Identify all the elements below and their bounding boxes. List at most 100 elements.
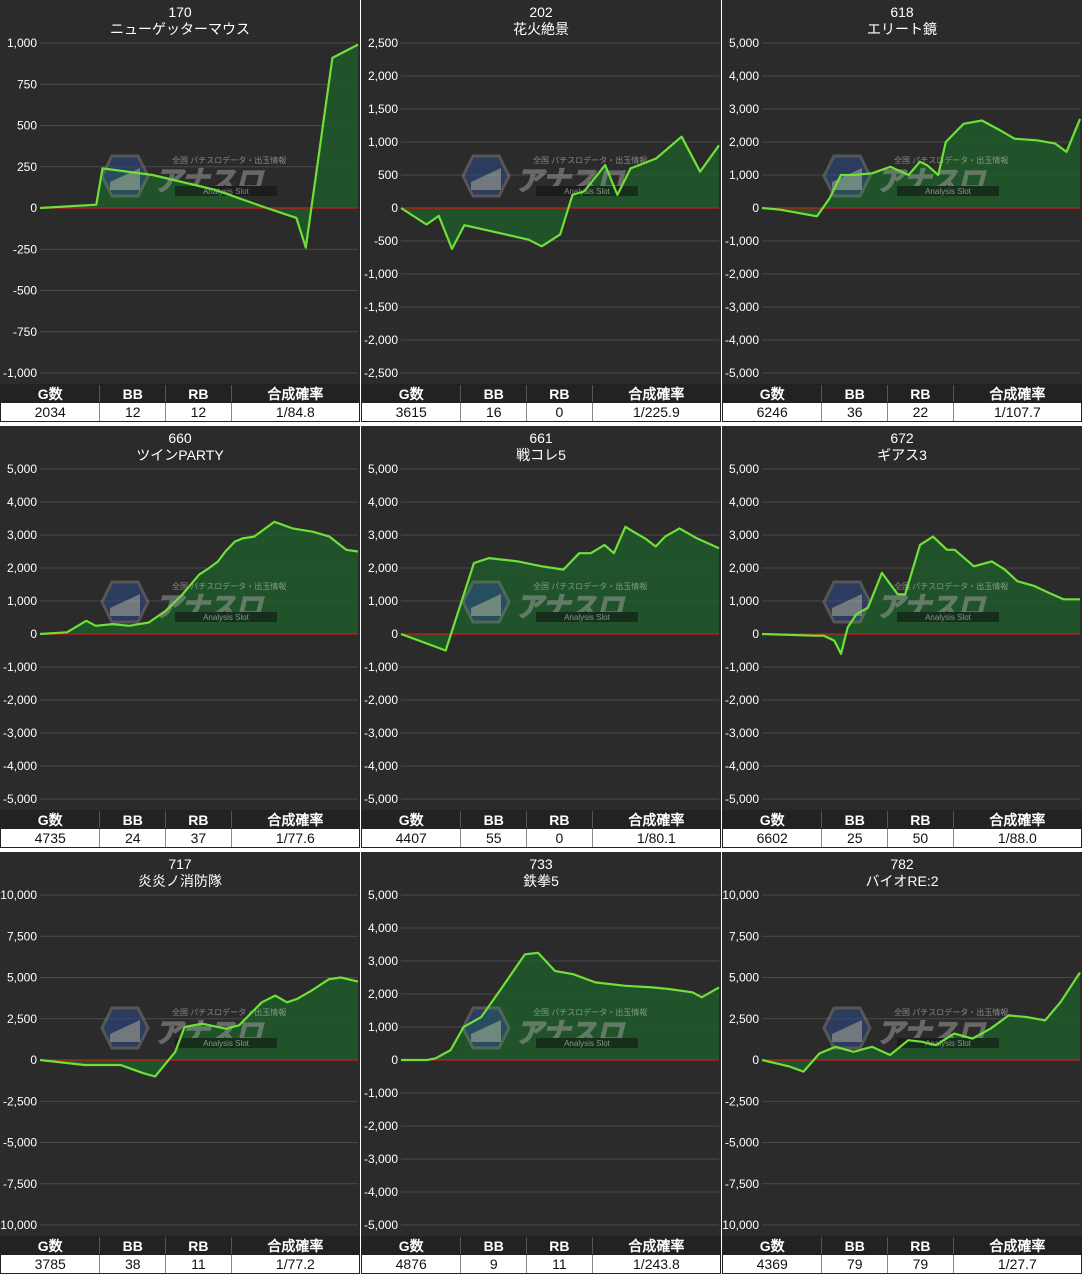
data-point — [814, 635, 816, 637]
header-combined-rate: 合成確率 — [628, 1237, 685, 1254]
value-rb: 0 — [527, 403, 593, 421]
y-tick-label: 1,000 — [729, 594, 759, 608]
machine-panel: 717 炎炎ノ消防隊 10,000 7,500 5,000 2,500 0 -2,500 -5,… — [0, 852, 360, 1276]
data-point — [840, 653, 842, 655]
y-tick-label: 0 — [30, 1053, 37, 1067]
data-point — [305, 247, 307, 249]
data-point — [816, 215, 818, 217]
value-games: 4735 — [1, 829, 101, 847]
data-point — [990, 1028, 992, 1030]
data-point — [445, 650, 447, 652]
machine-title: 花火絶景 — [513, 21, 569, 37]
y-tick-label: 0 — [391, 627, 398, 641]
watermark-top-text: 全国 パチスロデータ・出玉情報 — [533, 581, 647, 591]
data-point — [1063, 598, 1065, 600]
data-point — [39, 633, 41, 635]
stats-header-row: G数 BB RB 合成確率 — [722, 810, 1082, 829]
data-point — [426, 224, 428, 226]
series-line — [400, 135, 720, 250]
data-point — [578, 552, 580, 554]
y-tick-label: -1,000 — [725, 660, 759, 674]
series-line — [400, 525, 720, 652]
data-point — [1059, 1001, 1061, 1003]
value-bb: 24 — [100, 829, 167, 847]
y-tick-label: 4,000 — [368, 495, 398, 509]
y-tick-label: -1,000 — [3, 366, 37, 380]
y-tick-label: 4,000 — [368, 921, 398, 935]
data-point — [357, 44, 359, 46]
y-tick-label: 0 — [391, 201, 398, 215]
data-point — [945, 141, 947, 143]
value-combined-rate: 1/88.0 — [997, 830, 1037, 846]
header-combined-rate: 合成確率 — [989, 385, 1046, 402]
header-games: G数 — [362, 385, 462, 402]
stats-header-row: G数 BB RB 合成確率 — [0, 810, 360, 829]
data-point — [295, 217, 297, 219]
y-tick-label: -1,000 — [364, 267, 398, 281]
header-combined-rate: 合成確率 — [989, 811, 1046, 828]
data-point — [242, 537, 244, 539]
data-point — [840, 174, 842, 176]
data-point — [524, 953, 526, 955]
stats-table: G数 BB RB 合成確率 4876 9 11 1/243.8 — [361, 1236, 721, 1276]
data-point — [718, 144, 720, 146]
data-point — [833, 640, 835, 642]
machine-number: 660 — [168, 430, 192, 446]
y-tick-label: 0 — [30, 627, 37, 641]
stats-header-row: G数 BB RB 合成確率 — [722, 384, 1082, 403]
data-point — [835, 1046, 837, 1048]
header-rb: RB — [888, 385, 954, 402]
y-tick-label: -5,000 — [3, 1136, 37, 1150]
watermark-sub-text: Analysis Slot — [564, 613, 611, 622]
data-point — [1008, 1014, 1010, 1016]
data-point — [921, 1041, 923, 1043]
watermark-top-text: 全国 パチスロデータ・出玉情報 — [533, 155, 647, 165]
value-rb: 50 — [888, 829, 954, 847]
data-point — [692, 991, 694, 993]
logo-icon — [461, 154, 511, 198]
header-bb: BB — [100, 811, 167, 828]
data-point — [699, 171, 701, 173]
y-tick-label: -750 — [13, 325, 37, 339]
chart-area: 672 ギアス3 5,000 4,000 3,000 2,000 1,000 0 -1,000 -… — [722, 426, 1082, 810]
data-point — [488, 557, 490, 559]
watermark-top-text: 全国 パチスロデータ・出玉情報 — [172, 155, 286, 165]
data-point — [1079, 598, 1081, 600]
data-point — [829, 197, 831, 199]
stats-value-row: 3615 16 0 1/225.9 — [361, 403, 721, 422]
y-tick-label: 2,500 — [729, 1012, 759, 1026]
data-point — [604, 164, 606, 166]
y-tick-label: 250 — [17, 160, 37, 174]
y-tick-label: 0 — [752, 627, 759, 641]
machine-number: 782 — [890, 856, 914, 872]
y-tick-label: 5,000 — [729, 36, 759, 50]
data-point — [954, 549, 956, 551]
machine-panel: 660 ツインPARTY 5,000 4,000 3,000 2,000 1,000 0 -1,… — [0, 426, 360, 850]
data-point — [345, 549, 347, 551]
data-point — [238, 1024, 240, 1026]
chart-area: 661 戦コレ5 5,000 4,000 3,000 2,000 1,000 0 -1,000 -… — [361, 426, 721, 810]
data-point — [450, 1049, 452, 1051]
data-point — [1036, 139, 1038, 141]
stats-table: G数 BB RB 合成確率 4735 24 37 1/77.6 — [0, 810, 360, 850]
data-point — [331, 57, 333, 59]
data-point — [480, 1016, 482, 1018]
value-bb: 16 — [461, 403, 528, 421]
value-bb: 38 — [100, 1255, 167, 1273]
y-tick-label: 1,000 — [7, 594, 37, 608]
data-point — [871, 1046, 873, 1048]
value-games: 6602 — [723, 829, 823, 847]
watermark-top-text: 全国 パチスロデータ・出玉情報 — [894, 1007, 1008, 1017]
stats-header-row: G数 BB RB 合成確率 — [0, 384, 360, 403]
machine-title: 炎炎ノ消防隊 — [138, 873, 222, 889]
y-tick-label: 1,000 — [729, 168, 759, 182]
watermark-sub-text: Analysis Slot — [925, 187, 972, 196]
data-point — [274, 995, 276, 997]
data-point — [84, 1064, 86, 1066]
value-rb: 79 — [888, 1255, 954, 1273]
y-tick-label: -4,000 — [725, 759, 759, 773]
machine-number: 202 — [529, 4, 553, 20]
